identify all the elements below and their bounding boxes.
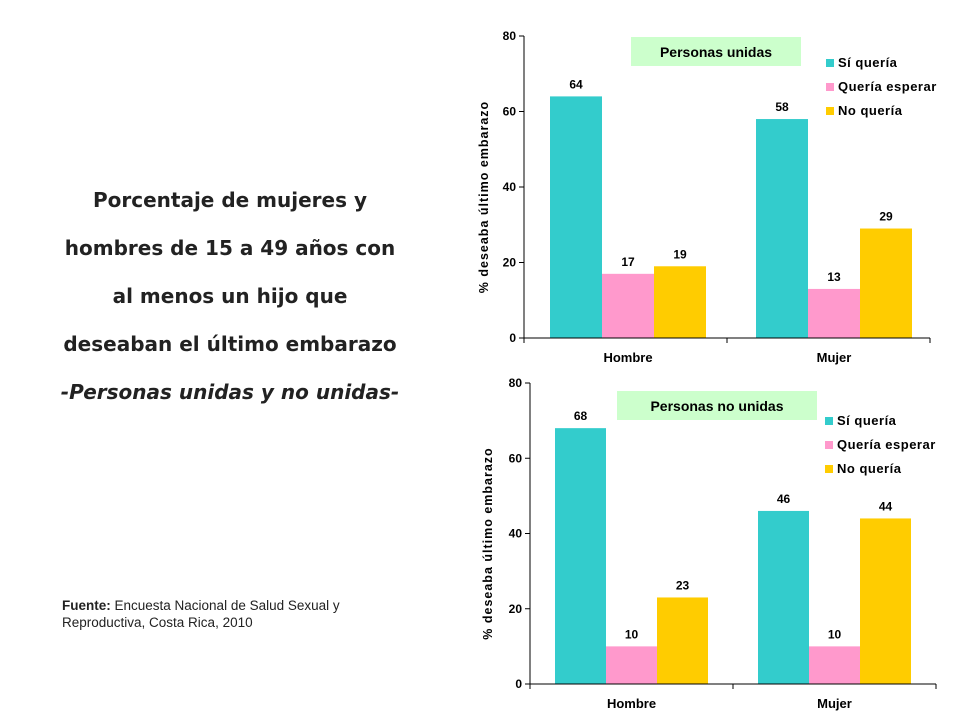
y-tick-label: 20 (503, 256, 517, 270)
panel-title-box (631, 37, 801, 66)
y-tick-label: 80 (509, 376, 523, 390)
data-label-si-queria-hombre: 64 (569, 77, 583, 91)
legend-label-no-queria: No quería (837, 461, 902, 476)
legend-swatch-no-queria (825, 465, 833, 473)
title-line-3: al menos un hijo que (112, 284, 348, 308)
legend-swatch-no-queria (826, 107, 834, 115)
source-label: Fuente: (62, 598, 111, 613)
y-axis-title: % deseaba último embarazo (481, 447, 495, 639)
bar-no-queria-mujer (860, 228, 912, 338)
title-subtitle: -Personas unidas y no unidas- (60, 380, 400, 404)
legend-label-queria-esperar: Quería esperar (838, 79, 937, 94)
bar-si-queria-mujer (756, 119, 808, 338)
data-label-no-queria-hombre: 23 (676, 578, 690, 592)
bar-no-queria-mujer (860, 518, 911, 684)
source-text: Encuesta Nacional de Salud Sexual y Repr… (62, 598, 340, 630)
bar-si-queria-mujer (758, 510, 809, 684)
data-label-queria-esperar-mujer: 10 (828, 627, 842, 641)
legend-swatch-queria-esperar (826, 83, 834, 91)
title-line-1: Porcentaje de mujeres y (92, 188, 368, 212)
data-label-queria-esperar-mujer: 13 (827, 270, 841, 284)
y-tick-label: 0 (515, 677, 522, 691)
category-label-hombre: Hombre (603, 350, 652, 365)
data-label-queria-esperar-hombre: 10 (625, 627, 639, 641)
legend-swatch-si-queria (825, 417, 833, 425)
data-label-si-queria-mujer: 46 (777, 492, 791, 506)
legend-label-no-queria: No quería (838, 103, 903, 118)
legend-swatch-si-queria (826, 59, 834, 67)
y-tick-label: 20 (509, 602, 523, 616)
title-line-4: deseaban el último embarazo (63, 332, 397, 356)
bar-queria-esperar-hombre (606, 646, 657, 684)
bar-no-queria-hombre (657, 597, 708, 684)
source-note: Fuente: Encuesta Nacional de Salud Sexua… (62, 597, 402, 631)
bar-si-queria-hombre (555, 428, 606, 684)
bar-queria-esperar-mujer (809, 646, 860, 684)
panel-title: Personas unidas (660, 44, 772, 60)
category-label-mujer: Mujer (817, 350, 852, 365)
data-label-no-queria-hombre: 19 (673, 247, 687, 261)
slide-title: Porcentaje de mujeres y hombres de 15 a … (40, 176, 420, 416)
y-axis-title: % deseaba último embarazo (477, 101, 491, 293)
data-label-queria-esperar-hombre: 17 (621, 255, 635, 269)
y-tick-label: 40 (509, 527, 523, 541)
y-tick-label: 40 (503, 180, 517, 194)
title-line-2: hombres de 15 a 49 años con (64, 236, 396, 260)
bar-no-queria-hombre (654, 266, 706, 338)
legend-label-queria-esperar: Quería esperar (837, 437, 936, 452)
y-tick-label: 60 (509, 451, 523, 465)
y-tick-label: 60 (503, 105, 517, 119)
data-label-si-queria-mujer: 58 (775, 100, 789, 114)
bar-si-queria-hombre (550, 96, 602, 339)
category-label-mujer: Mujer (817, 696, 852, 711)
panel-title: Personas no unidas (650, 398, 783, 414)
bar-queria-esperar-hombre (602, 273, 654, 338)
category-label-hombre: Hombre (607, 696, 656, 711)
panel-title-box (617, 391, 817, 420)
data-label-no-queria-mujer: 29 (879, 210, 893, 224)
y-tick-label: 0 (509, 331, 516, 345)
data-label-si-queria-hombre: 68 (574, 409, 588, 423)
bar-queria-esperar-mujer (808, 288, 860, 338)
legend-label-si-queria: Sí quería (837, 413, 897, 428)
legend-label-si-queria: Sí quería (838, 55, 898, 70)
y-tick-label: 80 (503, 29, 517, 43)
data-label-no-queria-mujer: 44 (879, 499, 893, 513)
legend-swatch-queria-esperar (825, 441, 833, 449)
